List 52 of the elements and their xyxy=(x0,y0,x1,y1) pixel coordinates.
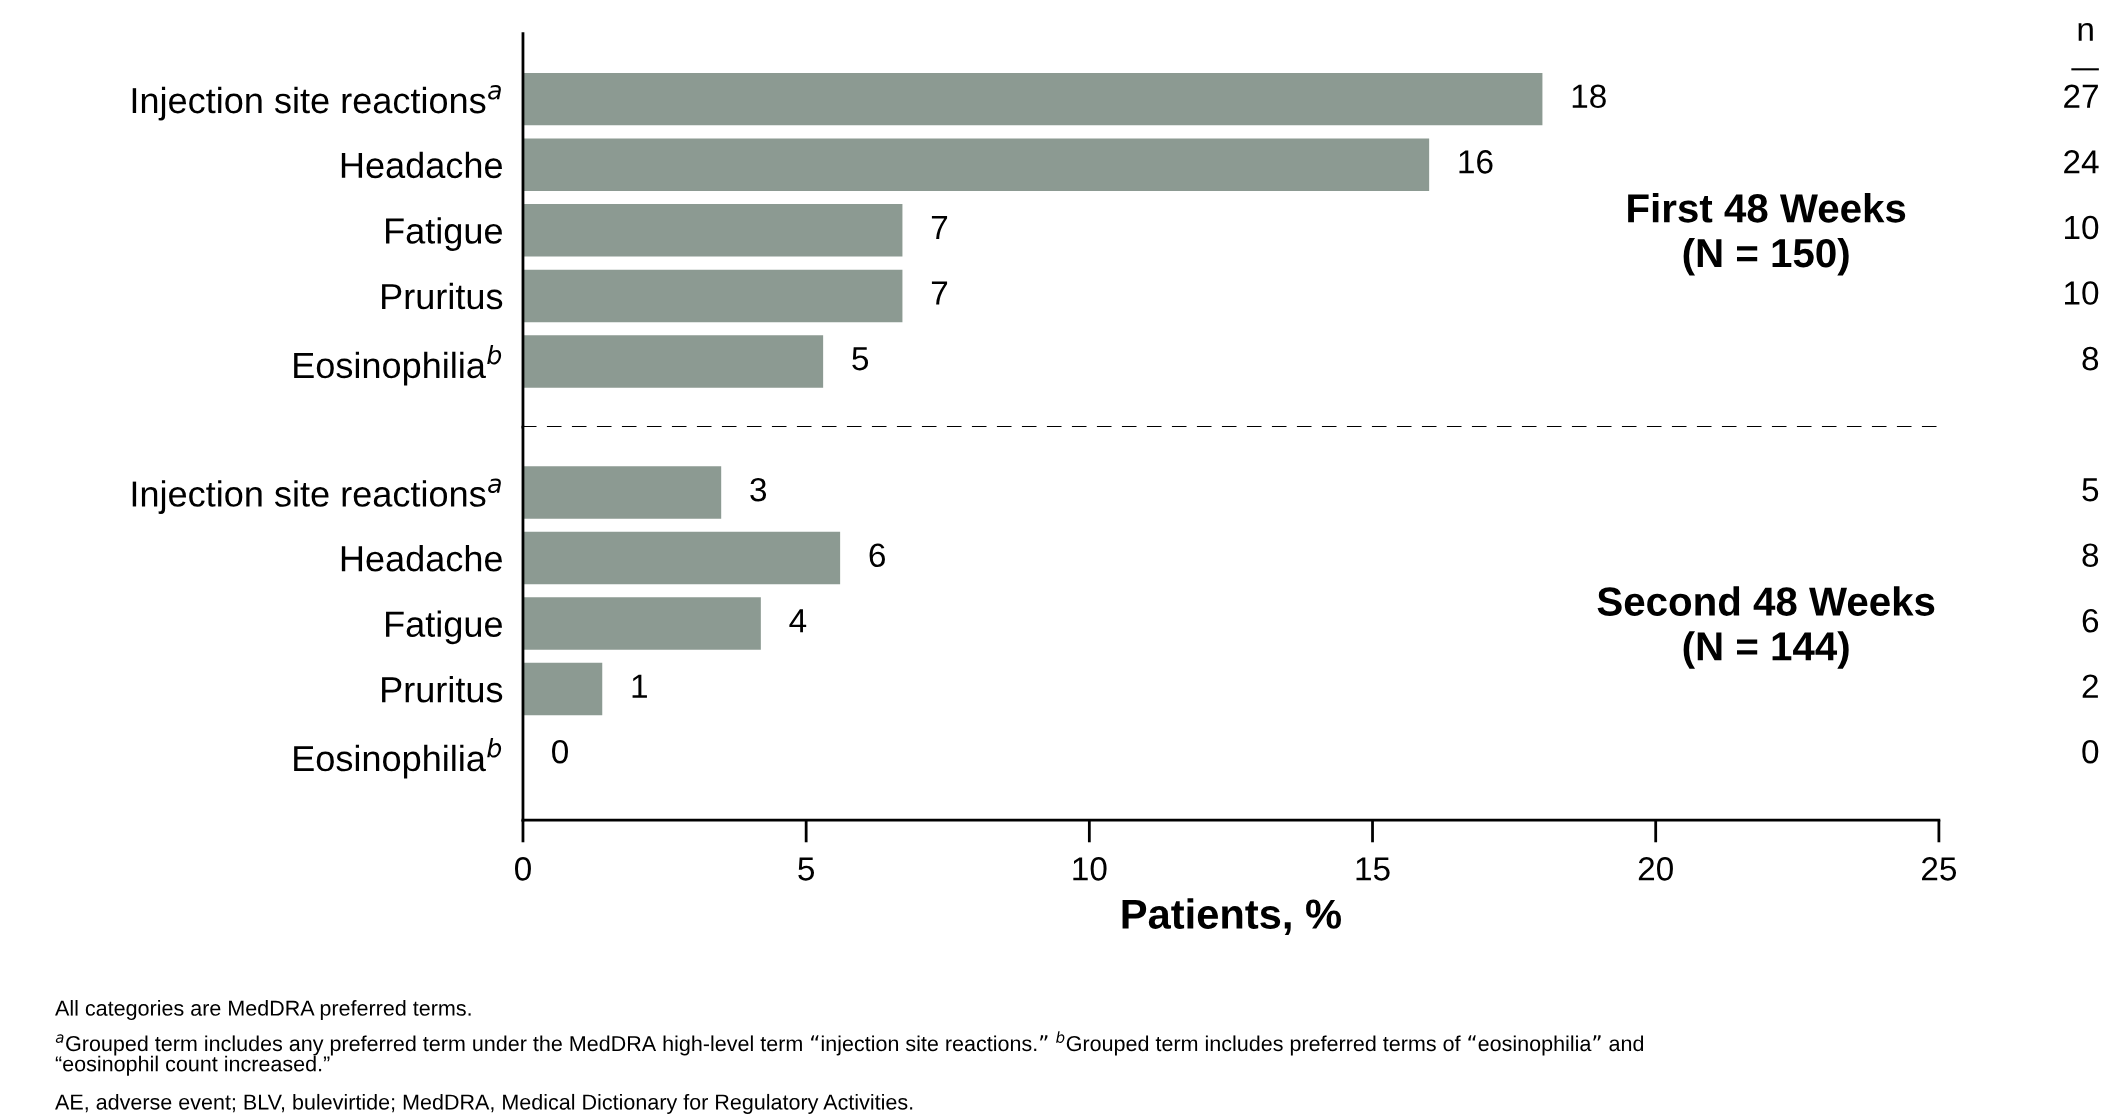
y-tick-label: Headache xyxy=(341,151,502,179)
y-tick-label: Fatigue xyxy=(386,217,502,251)
y-tick-label: Injection site reactions$^{a}$ xyxy=(132,85,501,121)
bar xyxy=(522,335,824,388)
y-tick-label: Headache xyxy=(341,544,502,572)
x-tick-label: 25 xyxy=(1922,857,1957,881)
y-tick-label: Injection site reactions$^{a}$ xyxy=(132,478,501,514)
data-label: 1 xyxy=(632,674,647,698)
x-axis-title: Patients, % xyxy=(1122,898,1341,935)
text: 5 xyxy=(2082,478,2099,502)
text: 10 xyxy=(2065,281,2099,305)
bar xyxy=(522,662,603,716)
data-label: 16 xyxy=(1459,150,1493,174)
bar xyxy=(522,466,722,519)
bar xyxy=(522,204,903,257)
data-label: 5 xyxy=(852,347,869,371)
y-tick-label: Eosinophilia$^{b}$ xyxy=(294,344,502,386)
text: Second 48 Weeks (N = 144) xyxy=(1597,586,1935,669)
y-tick-label: Pruritus xyxy=(382,282,503,310)
data-label: 7 xyxy=(931,216,948,239)
data-label: 3 xyxy=(750,477,767,502)
x-tick-label: 20 xyxy=(1638,857,1673,881)
data-label: 6 xyxy=(869,543,885,568)
x-tick-label: 5 xyxy=(798,857,815,881)
text: 8 xyxy=(2082,543,2099,568)
text: 10 xyxy=(2065,215,2099,240)
bar xyxy=(522,269,903,323)
bar xyxy=(522,138,1430,191)
text: 8 xyxy=(2082,346,2099,371)
data-label: 4 xyxy=(789,609,807,633)
x-tick-label: 15 xyxy=(1356,857,1390,881)
text: AE, adverse event; BLV, bulevirtide; MedDRA, Medical Dictionary for Regulatory Activities. xyxy=(55,1093,913,1114)
x-tick-label: 0 xyxy=(515,857,531,881)
x-tick-label: 10 xyxy=(1073,857,1107,881)
text: 6 xyxy=(2082,608,2099,633)
text: $^{a}$Grouped term includes any preferred term under the MedDRA high-level term “injection site reactions.” $^{b}$Grouped term includes preferred terms of “eosinophilia” and “eosinophil count increased.” xyxy=(55,1031,1644,1076)
bar xyxy=(522,531,841,585)
text: 0 xyxy=(2082,739,2099,764)
data-label: 0 xyxy=(552,739,568,764)
text: 2 xyxy=(2082,674,2098,698)
bar xyxy=(522,597,761,650)
bar xyxy=(522,72,1543,126)
text: All categories are MedDRA preferred terms. xyxy=(55,1000,471,1021)
y-tick-label: Eosinophilia$^{b}$ xyxy=(294,737,502,779)
y-tick-label: Fatigue xyxy=(386,610,502,645)
data-label: 7 xyxy=(931,281,948,305)
text: 27 xyxy=(2064,84,2098,108)
text: n xyxy=(2078,22,2093,41)
data-label: 18 xyxy=(1572,84,1606,109)
text: 24 xyxy=(2064,150,2099,174)
text: First 48 Weeks (N = 150) xyxy=(1628,193,1906,276)
y-tick-label: Pruritus xyxy=(382,675,503,703)
